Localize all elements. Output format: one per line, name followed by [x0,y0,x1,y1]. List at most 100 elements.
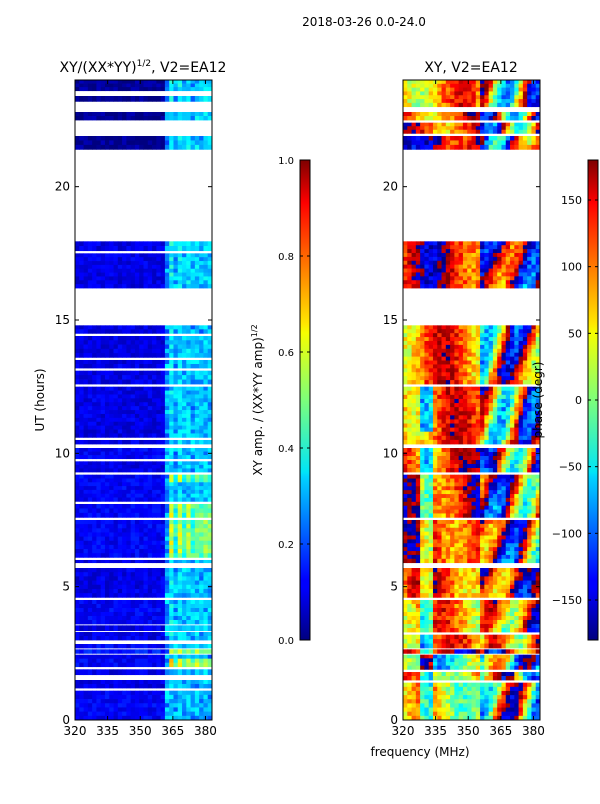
amplitude-heatmap-cell [139,265,144,269]
amplitude-heatmap-cell [178,87,183,91]
phase-heatmap-cell [437,572,442,577]
amplitude-heatmap-cell [191,528,196,533]
amplitude-heatmap-cell [118,387,123,391]
phase-heatmap-cell [523,490,528,494]
phase-heatmap-cell [450,475,455,479]
amplitude-heatmap-cell [75,418,80,422]
amplitude-heatmap-cell [191,560,196,563]
phase-heatmap-cell [407,666,412,670]
amplitude-heatmap-cell [84,572,89,577]
amplitude-heatmap-cell [144,340,149,345]
phase-heatmap-cell [416,612,421,616]
phase-heatmap-cell [493,576,498,581]
phase-heatmap-cell [403,604,408,608]
amplitude-heatmap-cell [144,414,149,418]
phase-heatmap-cell [450,494,455,498]
phase-heatmap-cell [510,655,515,659]
phase-heatmap-cell [531,658,536,662]
amplitude-heatmap-cell [109,553,114,558]
phase-heatmap-cell [506,572,511,577]
amplitude-heatmap-cell [165,284,170,288]
phase-heatmap-cell [484,528,489,532]
amplitude-heatmap-cell [161,246,166,251]
phase-heatmap-cell [501,649,506,653]
amplitude-heatmap-cell [101,644,106,648]
amplitude-heatmap-cell [105,284,110,288]
amplitude-heatmap-cell [96,325,101,329]
amplitude-heatmap-cell [122,703,127,708]
amplitude-heatmap-cell [169,87,174,91]
amplitude-heatmap-cell [135,406,140,410]
amplitude-heatmap-cell [152,589,157,594]
phase-heatmap-cell [416,589,421,594]
phase-heatmap-cell [527,543,532,547]
amplitude-heatmap-cell [186,410,191,414]
amplitude-heatmap-cell [92,581,97,586]
phase-heatmap-cell [412,532,417,536]
phase-heatmap-cell [514,712,519,717]
phase-heatmap-cell [510,620,515,624]
amplitude-heatmap-cell [131,699,136,704]
amplitude-heatmap-cell [203,545,208,550]
amplitude-heatmap-cell [144,349,149,354]
phase-heatmap-cell [476,635,481,640]
phase-heatmap-cell [412,555,417,559]
amplitude-heatmap-cell [114,84,119,88]
amplitude-heatmap-cell [118,406,123,410]
phase-heatmap-cell [493,559,498,563]
amplitude-heatmap-cell [126,553,131,558]
amplitude-heatmap-cell [84,541,89,546]
amplitude-heatmap-cell [101,549,106,554]
amplitude-heatmap-cell [118,684,123,688]
amplitude-heatmap-cell [122,426,127,430]
amplitude-heatmap-cell [165,96,170,102]
amplitude-heatmap-cell [169,593,174,598]
amplitude-heatmap-cell [84,486,89,490]
amplitude-heatmap-cell [139,593,144,598]
phase-heatmap-cell [523,666,528,670]
amplitude-heatmap-cell [135,257,140,261]
amplitude-heatmap-cell [84,422,89,426]
amplitude-heatmap-cell [122,478,127,482]
amplitude-heatmap-cell [122,486,127,490]
amplitude-heatmap-cell [118,649,123,653]
amplitude-heatmap-cell [118,145,123,150]
amplitude-heatmap-cell [131,329,136,333]
amplitude-heatmap-cell [169,612,174,616]
phase-heatmap-cell [480,691,485,696]
amplitude-heatmap-cell [92,572,97,577]
amplitude-heatmap-cell [161,387,166,391]
phase-heatmap-cell [463,589,468,594]
amplitude-heatmap-cell [173,406,178,410]
phase-heatmap-cell [514,662,519,666]
phase-heatmap-cell [433,486,438,490]
phase-heatmap-cell [403,635,408,640]
phase-heatmap-cell [412,658,417,662]
phase-heatmap-cell [519,524,524,528]
amplitude-heatmap-cell [105,691,110,696]
amplitude-heatmap-cell [195,524,200,529]
amplitude-heatmap-cell [79,398,84,402]
phase-heatmap-cell [484,572,489,577]
amplitude-heatmap-cell [105,504,110,509]
amplitude-heatmap-cell [173,524,178,529]
phase-heatmap-cell [497,528,502,532]
amplitude-heatmap-cell [88,553,93,558]
amplitude-heatmap-cell [79,280,84,284]
amplitude-heatmap-cell [96,494,101,498]
amplitude-heatmap-cell [92,498,97,502]
amplitude-heatmap-cell [122,644,127,648]
amplitude-heatmap-cell [118,414,123,418]
phase-heatmap-cell [463,708,468,713]
phase-heatmap-cell [523,528,528,532]
amplitude-heatmap-cell [88,560,93,563]
amplitude-heatmap-cell [182,604,187,608]
phase-heatmap-cell [437,524,442,528]
phase-heatmap-cell [480,620,485,624]
amplitude-heatmap-cell [101,581,106,586]
amplitude-heatmap-cell [148,589,153,594]
amplitude-heatmap-cell [169,284,174,288]
phase-heatmap-cell [459,576,464,581]
amplitude-heatmap-cell [109,478,114,482]
phase-heatmap-cell [519,708,524,713]
